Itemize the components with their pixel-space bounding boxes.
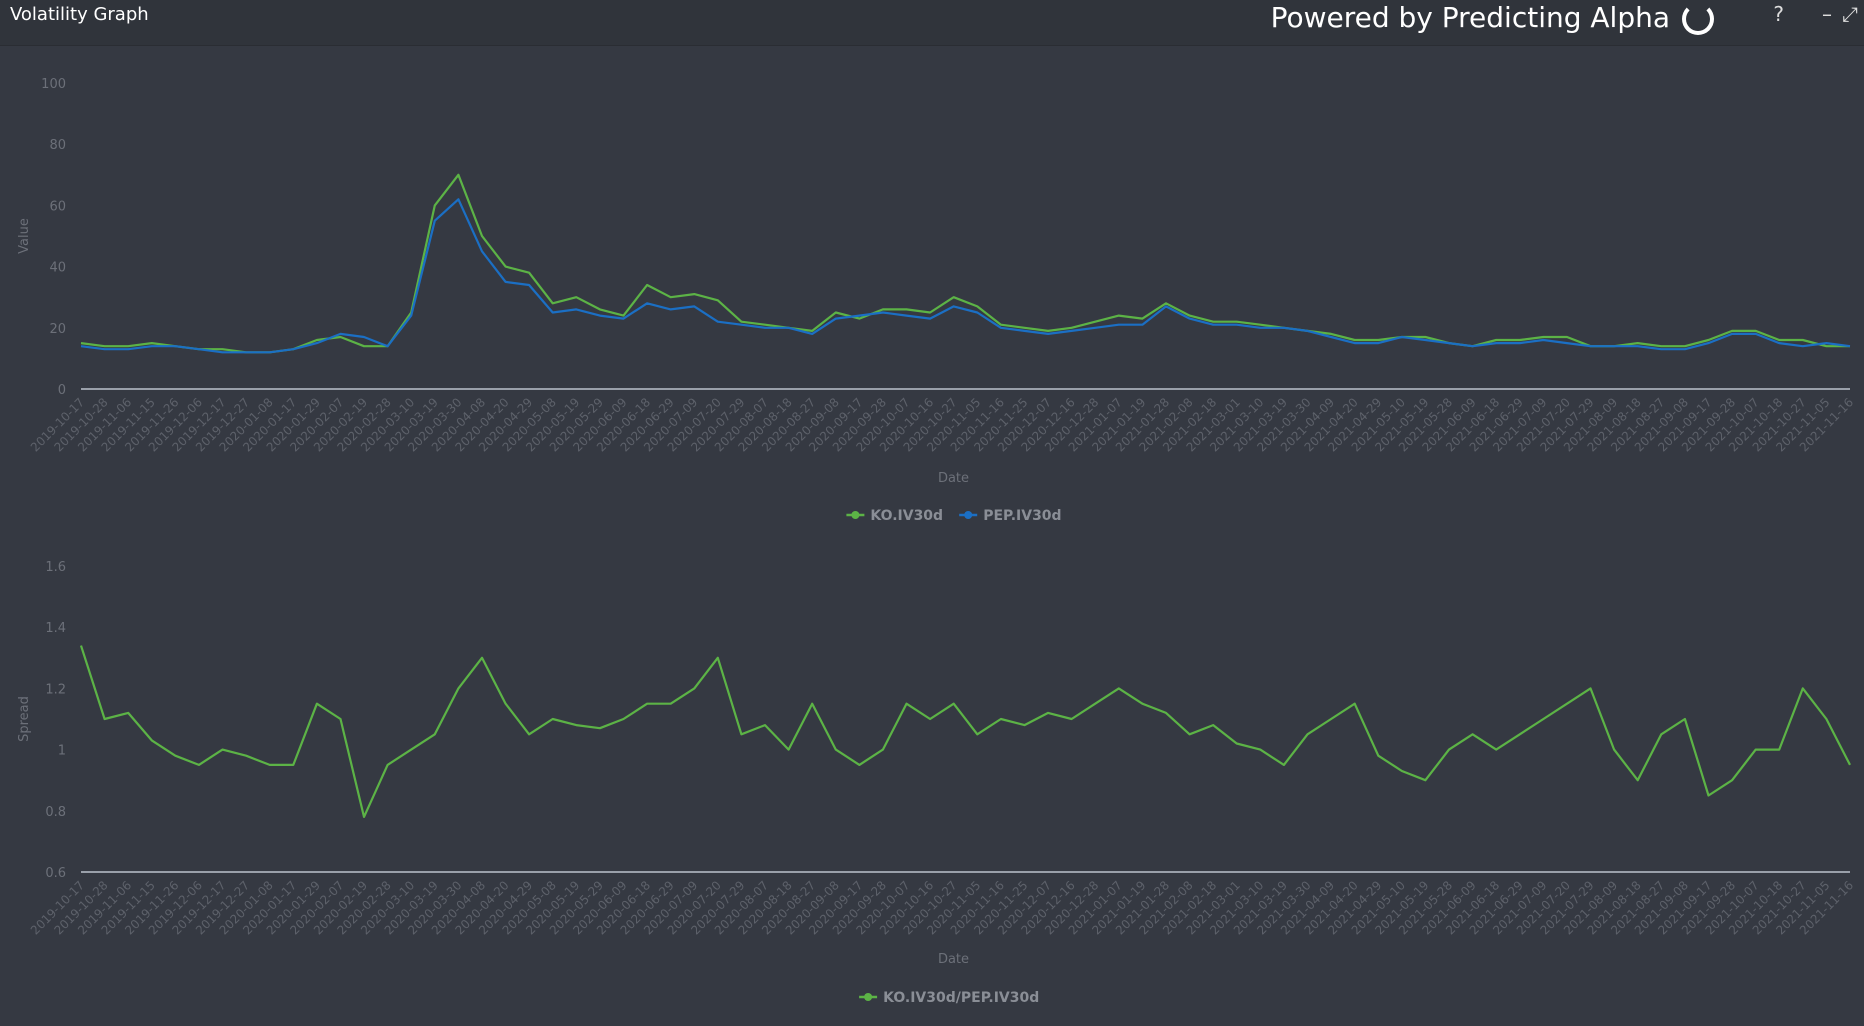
help-dropdown-button[interactable]: ? [1773,2,1784,26]
powered-by-text: Powered by Predicting Alpha [1270,1,1670,34]
y-tick-label: 0.8 [45,805,66,820]
series-line-pep-iv30d[interactable] [80,198,1851,354]
legend-item[interactable]: PEP.IV30d [983,508,1061,524]
legend-dot-icon [851,511,860,519]
expand-button[interactable]: ⤢ [1842,2,1858,26]
y-tick-label: 1.6 [45,560,66,575]
series-line-ko-iv30d-pep-iv30d[interactable] [79,645,1851,819]
predicting-alpha-logo-icon [1682,3,1714,35]
y-tick-label: 20 [49,322,66,337]
y-tick-label: 0 [58,383,66,398]
legend-item[interactable]: KO.IV30d/PEP.IV30d [883,990,1039,1006]
y-tick-label: 80 [49,138,66,153]
legend-dot-icon [964,511,973,519]
legend-item[interactable]: KO.IV30d [870,508,943,524]
minimize-button[interactable]: – [1822,2,1832,26]
window-header: Volatility Graph Powered by Predicting A… [0,0,1864,46]
x-axis-title: Date [938,471,969,486]
y-tick-label: 0.6 [45,866,66,881]
x-axis-title: Date [938,952,969,967]
y-tick-label: 1.4 [45,621,66,636]
y-tick-label: 1.2 [45,682,66,697]
y-tick-label: 60 [49,199,66,214]
legend-dot-icon [864,993,873,1001]
series-line-ko-iv30d[interactable] [80,173,1850,354]
y-axis-title: Value [17,218,32,254]
window-title: Volatility Graph [10,4,149,25]
y-tick-label: 40 [49,261,66,276]
y-tick-label: 1 [58,744,66,759]
y-tick-label: 100 [41,77,66,92]
y-axis-title: Spread [17,696,32,742]
